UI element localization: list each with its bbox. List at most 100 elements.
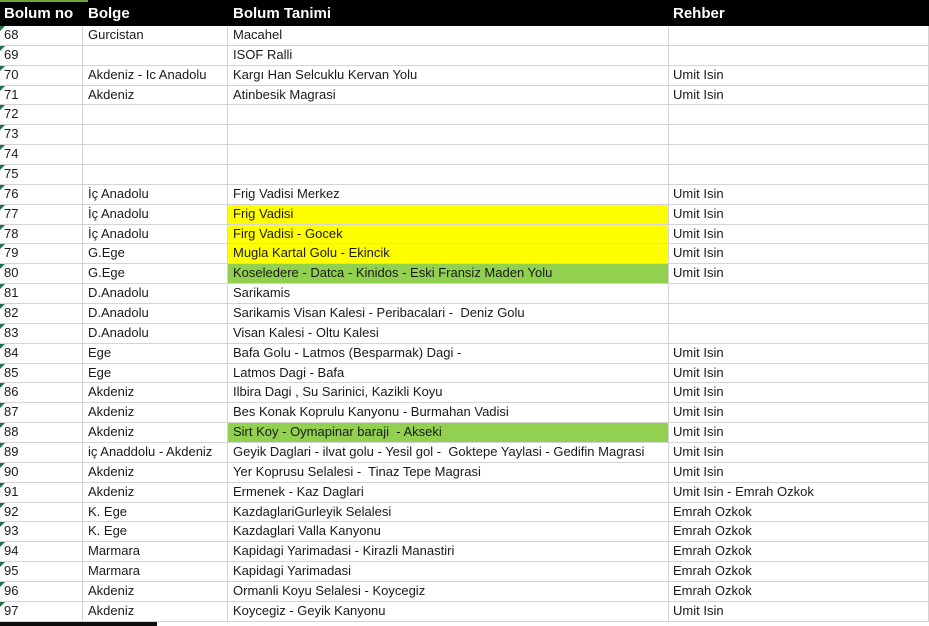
cell-bolum-tanimi[interactable]: Geyik Daglari - ilvat golu - Yesil gol -… [228,443,669,463]
cell-bolum-tanimi[interactable]: Kapidagi Yarimadasi - Kirazli Manastiri [228,542,669,563]
cell-rehber[interactable]: Emrah Ozkok [669,582,929,602]
cell-rehber[interactable]: Umit Isin [669,343,929,364]
cell-bolge[interactable] [83,125,228,146]
cell-bolge[interactable]: iç Anaddolu - Akdeniz [83,443,228,463]
cell-rehber[interactable]: Emrah Ozkok [669,562,929,583]
cell-rehber[interactable]: Umit Isin [669,443,929,463]
cell-bolge[interactable] [83,165,228,185]
cell-bolge[interactable]: D.Anadolu [83,323,228,344]
cell-bolum-no[interactable]: 89 [0,443,83,463]
cell-bolum-no[interactable]: 77 [0,204,83,225]
cell-bolge[interactable]: K. Ege [83,502,228,523]
cell-bolge[interactable]: Ege [83,343,228,364]
cell-bolum-no[interactable]: 71 [0,85,83,106]
cell-bolge[interactable]: Akdeniz [83,423,228,444]
cell-bolum-tanimi[interactable]: Frig Vadisi Merkez [228,184,669,205]
cell-bolum-no[interactable]: 72 [0,105,83,126]
cell-bolum-tanimi[interactable] [228,165,669,185]
cell-rehber[interactable]: Umit Isin [669,224,929,245]
cell-rehber[interactable]: Emrah Ozkok [669,502,929,523]
cell-bolum-tanimi[interactable]: Bes Konak Koprulu Kanyonu - Burmahan Vad… [228,403,669,424]
cell-bolge[interactable]: İç Anadolu [83,224,228,245]
cell-bolum-no[interactable]: 97 [0,601,83,622]
cell-bolge[interactable]: Akdeniz [83,582,228,602]
cell-bolge[interactable]: Akdeniz [83,482,228,503]
cell-bolum-no[interactable]: 83 [0,323,83,344]
cell-rehber[interactable] [669,45,929,66]
cell-bolum-tanimi[interactable]: Visan Kalesi - Oltu Kalesi [228,323,669,344]
cell-bolum-no[interactable]: 73 [0,125,83,146]
cell-bolum-no[interactable]: 91 [0,482,83,503]
cell-bolum-no[interactable]: 78 [0,224,83,245]
cell-bolge[interactable]: Akdeniz [83,601,228,622]
cell-bolum-tanimi[interactable]: Kargı Han Selcuklu Kervan Yolu [228,65,669,86]
cell-rehber[interactable]: Emrah Ozkok [669,522,929,543]
cell-bolum-no[interactable]: 96 [0,582,83,602]
cell-rehber[interactable] [669,26,929,46]
cell-bolum-tanimi[interactable]: Atinbesik Magrasi [228,85,669,106]
cell-bolge[interactable]: Marmara [83,562,228,583]
cell-rehber[interactable]: Umit Isin [669,184,929,205]
cell-rehber[interactable] [669,165,929,185]
cell-bolum-tanimi[interactable]: Yer Koprusu Selalesi - Tinaz Tepe Magras… [228,462,669,483]
cell-bolum-no[interactable]: 93 [0,522,83,543]
cell-bolge[interactable]: Akdeniz [83,383,228,404]
cell-bolum-tanimi[interactable]: Bafa Golu - Latmos (Besparmak) Dagi - [228,343,669,364]
cell-bolum-no[interactable]: 76 [0,184,83,205]
cell-rehber[interactable]: Umit Isin [669,383,929,404]
cell-rehber[interactable]: Umit Isin [669,204,929,225]
cell-rehber[interactable]: Umit Isin [669,85,929,106]
cell-rehber[interactable]: Umit Isin [669,403,929,424]
cell-bolum-no[interactable]: 79 [0,244,83,265]
cell-bolum-tanimi[interactable]: Frig Vadisi [228,204,669,225]
cell-bolum-tanimi[interactable]: Kazdaglari Valla Kanyonu [228,522,669,543]
cell-rehber[interactable] [669,145,929,166]
cell-bolum-tanimi[interactable]: Mugla Kartal Golu - Ekincik [228,244,669,265]
cell-bolum-tanimi[interactable]: Kapidagi Yarimadasi [228,562,669,583]
column-header-rehber[interactable]: Rehber [673,4,725,22]
cell-bolge[interactable]: Gurcistan [83,26,228,46]
cell-rehber[interactable] [669,304,929,324]
cell-rehber[interactable]: Umit Isin [669,462,929,483]
cell-bolum-no[interactable]: 92 [0,502,83,523]
cell-rehber[interactable] [669,125,929,146]
cell-bolge[interactable]: K. Ege [83,522,228,543]
cell-bolge[interactable]: Ege [83,363,228,384]
cell-bolum-tanimi[interactable]: Koseledere - Datca - Kinidos - Eski Fran… [228,264,669,285]
cell-bolum-tanimi[interactable]: Sarikamis [228,284,669,305]
cell-rehber[interactable]: Umit Isin [669,264,929,285]
column-header-bolum-tanimi[interactable]: Bolum Tanimi [233,4,332,22]
cell-rehber[interactable]: Umit Isin [669,601,929,622]
cell-bolge[interactable]: İç Anadolu [83,204,228,225]
cell-bolum-tanimi[interactable]: Ermenek - Kaz Daglari [228,482,669,503]
cell-bolum-tanimi[interactable] [228,105,669,126]
cell-bolum-tanimi[interactable]: KazdaglariGurleyik Selalesi [228,502,669,523]
cell-bolum-no[interactable]: 85 [0,363,83,384]
cell-bolum-tanimi[interactable]: Firg Vadisi - Gocek [228,224,669,245]
cell-bolge[interactable] [83,145,228,166]
cell-bolge[interactable]: Akdeniz - Ic Anadolu [83,65,228,86]
cell-bolum-no[interactable]: 74 [0,145,83,166]
cell-bolum-no[interactable]: 86 [0,383,83,404]
cell-bolum-no[interactable]: 80 [0,264,83,285]
cell-bolum-no[interactable]: 84 [0,343,83,364]
cell-bolum-no[interactable]: 94 [0,542,83,563]
cell-rehber[interactable] [669,323,929,344]
cell-bolum-no[interactable]: 88 [0,423,83,444]
cell-bolum-tanimi[interactable]: ISOF Ralli [228,45,669,66]
column-header-bolum-no[interactable]: Bolum no [4,4,74,22]
cell-bolum-tanimi[interactable]: Sarikamis Visan Kalesi - Peribacalari - … [228,304,669,324]
cell-rehber[interactable]: Umit Isin - Emrah Ozkok [669,482,929,503]
cell-bolum-tanimi[interactable]: Ilbira Dagi , Su Sarinici, Kazikli Koyu [228,383,669,404]
cell-rehber[interactable]: Umit Isin [669,244,929,265]
cell-bolge[interactable]: Marmara [83,542,228,563]
cell-bolum-tanimi[interactable]: Ormanli Koyu Selalesi - Koycegiz [228,582,669,602]
cell-bolum-no[interactable]: 75 [0,165,83,185]
cell-bolum-no[interactable]: 69 [0,45,83,66]
cell-bolum-no[interactable]: 68 [0,26,83,46]
cell-bolum-tanimi[interactable]: Koycegiz - Geyik Kanyonu [228,601,669,622]
cell-rehber[interactable]: Umit Isin [669,423,929,444]
cell-bolge[interactable]: D.Anadolu [83,304,228,324]
cell-rehber[interactable]: Emrah Ozkok [669,542,929,563]
cell-bolge[interactable]: İç Anadolu [83,184,228,205]
